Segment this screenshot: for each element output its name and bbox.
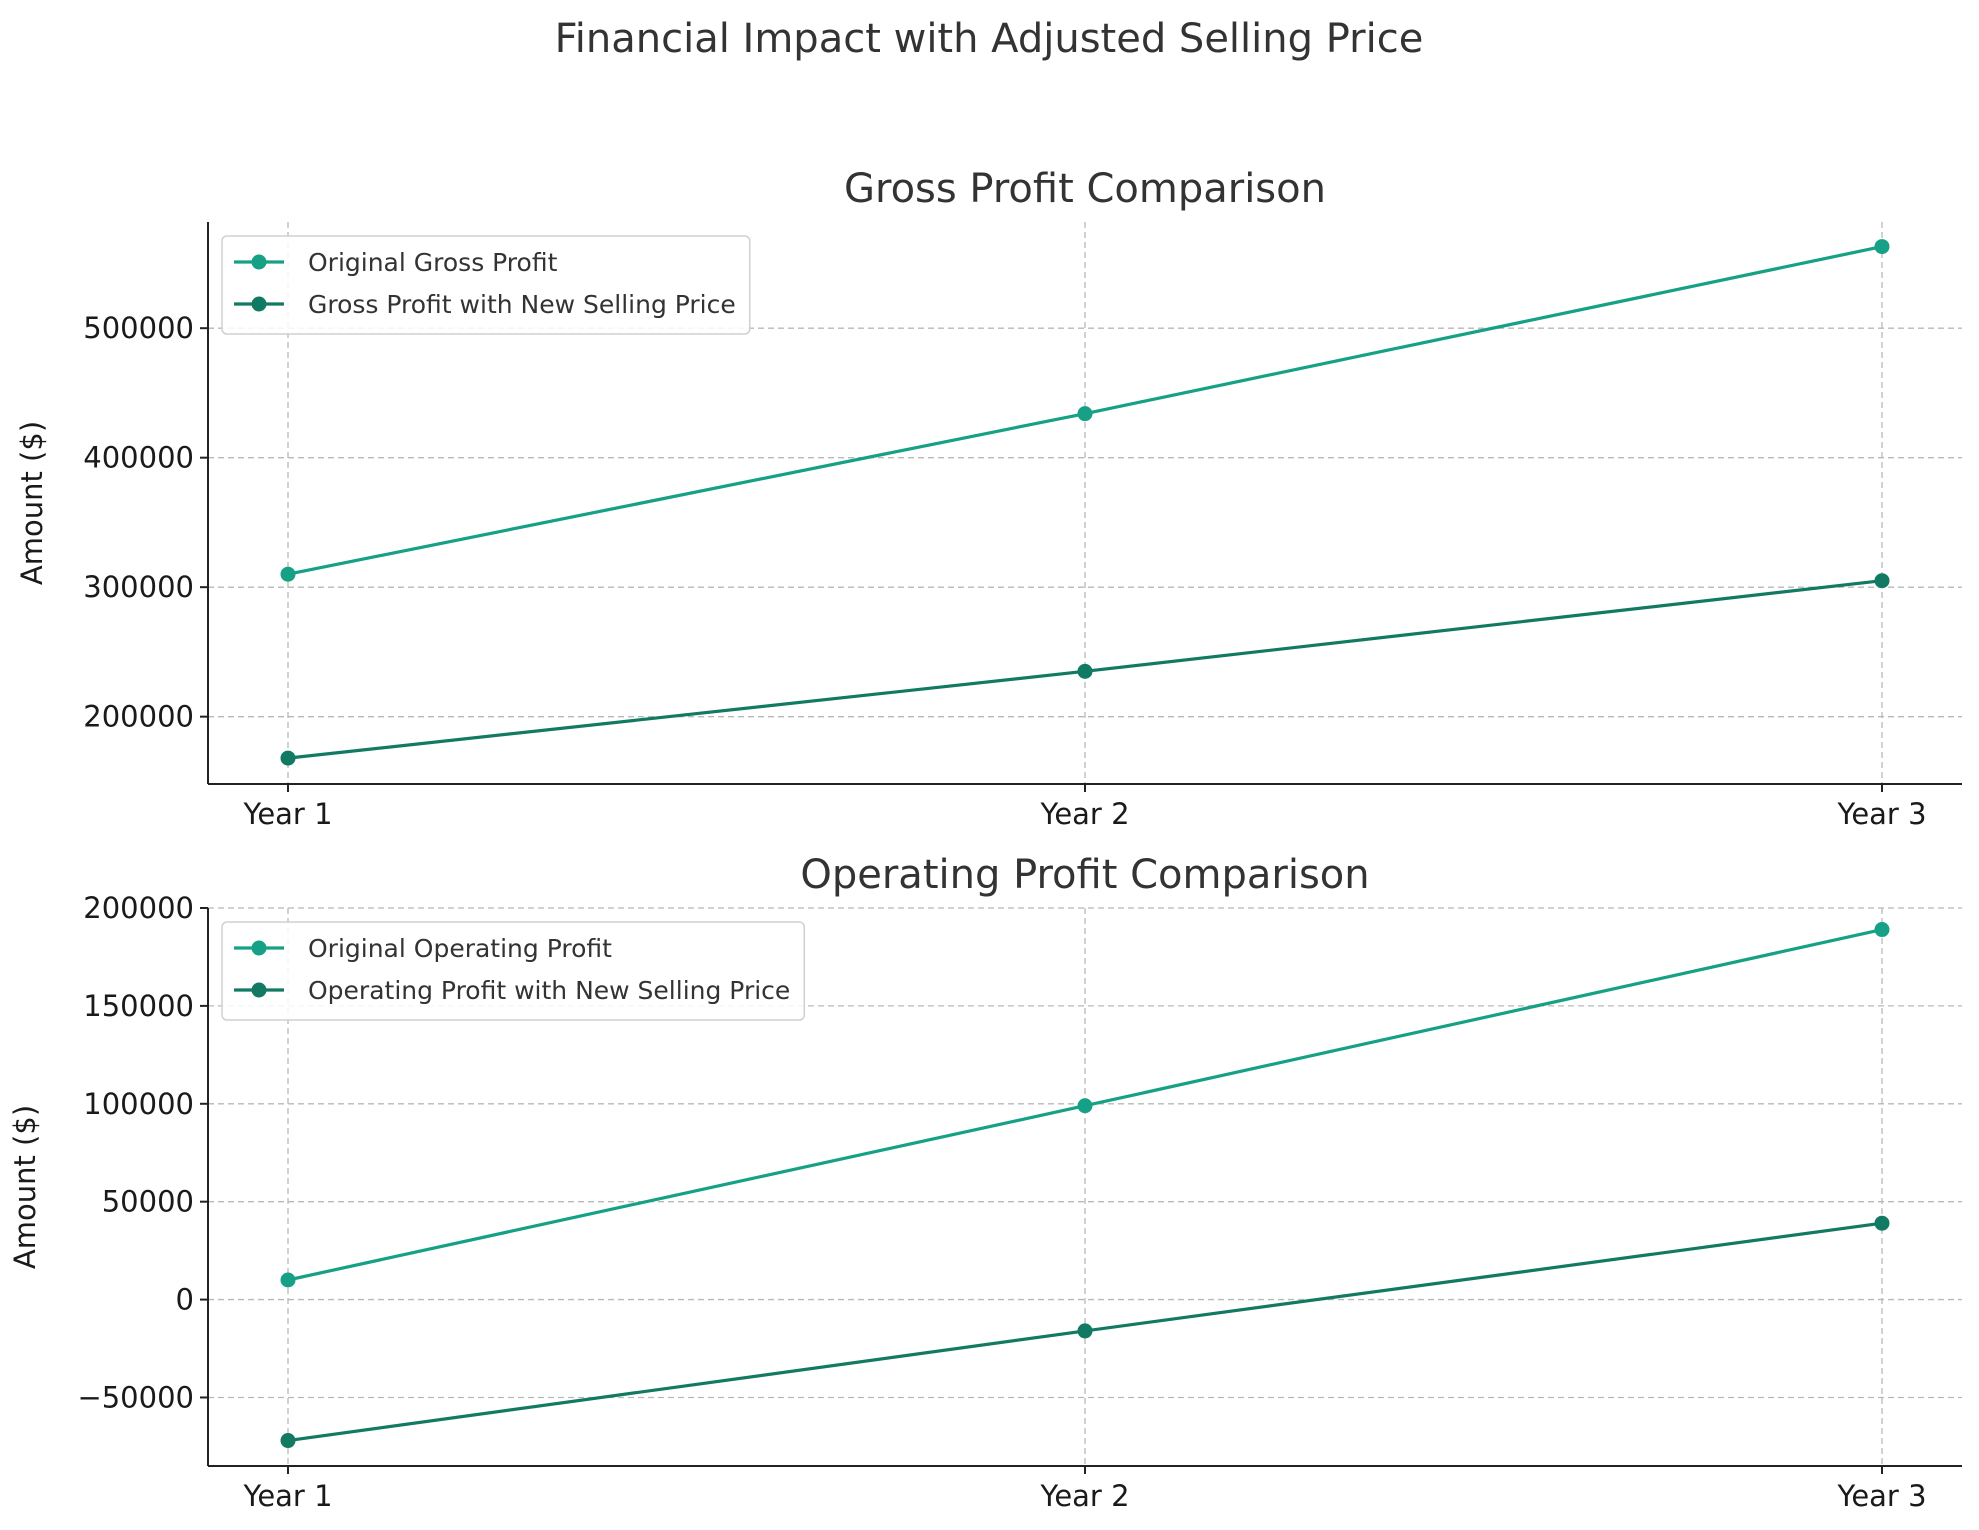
operating-profit-legend-label-1: Original Operating Profit	[308, 934, 612, 963]
gross-profit-series-1-point	[1874, 239, 1890, 255]
gross-profit-legend-swatch-marker	[251, 296, 267, 312]
operating-profit-series-1-point	[1077, 1098, 1093, 1114]
gross-profit-y-tick-label: 300000	[83, 570, 194, 604]
operating-profit-title: Operating Profit Comparison	[800, 852, 1369, 898]
operating-profit-chart: −50000 0 50000 100000 150000 200000 Year 1 Year…	[8, 852, 1962, 1513]
operating-profit-axes: −50000 0 50000 100000 150000 200000 Year 1 Year…	[77, 891, 1962, 1513]
operating-profit-legend: Original Operating Profit Operating Profi…	[221, 921, 806, 1021]
operating-profit-y-tick-label: 50000	[102, 1185, 194, 1219]
figure-title: Financial Impact with Adjusted Selling P…	[555, 16, 1424, 62]
operating-profit-y-tick-label: 200000	[83, 891, 194, 925]
operating-profit-legend-box	[221, 921, 806, 1021]
gross-profit-chart: 200000 300000 400000 500000 Year 1 Year 2 Year…	[15, 166, 1962, 831]
gross-profit-y-tick-label: 500000	[83, 311, 194, 345]
operating-profit-legend-swatch-marker	[251, 982, 267, 998]
operating-profit-series	[280, 922, 1890, 1449]
operating-profit-series-2-point	[1874, 1215, 1890, 1231]
operating-profit-y-tick-label: 150000	[83, 989, 194, 1023]
operating-profit-y-tick-label: −50000	[77, 1380, 194, 1414]
operating-profit-x-tick-label: Year 1	[242, 1479, 332, 1513]
operating-profit-legend-swatch-marker	[251, 940, 267, 956]
gross-profit-x-tick-label: Year 1	[242, 797, 332, 831]
gross-profit-x-tick-label: Year 2	[1039, 797, 1129, 831]
gross-profit-y-axis-label: Amount ($)	[15, 421, 49, 585]
operating-profit-series-2-point	[1077, 1323, 1093, 1339]
gross-profit-series-2-point	[1077, 663, 1093, 679]
gross-profit-legend: Original Gross Profit Gross Profit with N…	[221, 235, 751, 335]
gross-profit-y-tick-label: 200000	[83, 700, 194, 734]
operating-profit-legend-label-2: Operating Profit with New Selling Price	[308, 976, 790, 1005]
gross-profit-legend-swatch-marker	[251, 254, 267, 270]
operating-profit-y-axis-label: Amount ($)	[8, 1105, 42, 1269]
gross-profit-series	[280, 239, 1890, 766]
gross-profit-series-1-point	[280, 566, 296, 582]
gross-profit-series-2-point	[280, 750, 296, 766]
gross-profit-legend-box	[221, 235, 751, 335]
gross-profit-x-tick-label: Year 3	[1836, 797, 1926, 831]
gross-profit-y-tick-label: 400000	[83, 441, 194, 475]
gross-profit-legend-label-1: Original Gross Profit	[308, 248, 558, 277]
operating-profit-x-tick-label: Year 3	[1836, 1479, 1926, 1513]
operating-profit-x-tick-label: Year 2	[1039, 1479, 1129, 1513]
operating-profit-y-tick-label: 100000	[83, 1087, 194, 1121]
operating-profit-series-1-point	[280, 1272, 296, 1288]
operating-profit-series-1-point	[1874, 922, 1890, 938]
gross-profit-axes: 200000 300000 400000 500000 Year 1 Year 2 Year…	[83, 222, 1962, 831]
gross-profit-legend-label-2: Gross Profit with New Selling Price	[308, 290, 736, 319]
gross-profit-series-2-point	[1874, 573, 1890, 589]
operating-profit-y-tick-label: 0	[176, 1283, 194, 1317]
gross-profit-title: Gross Profit Comparison	[844, 166, 1326, 212]
gross-profit-series-1-point	[1077, 406, 1093, 422]
operating-profit-series-2-point	[280, 1433, 296, 1449]
